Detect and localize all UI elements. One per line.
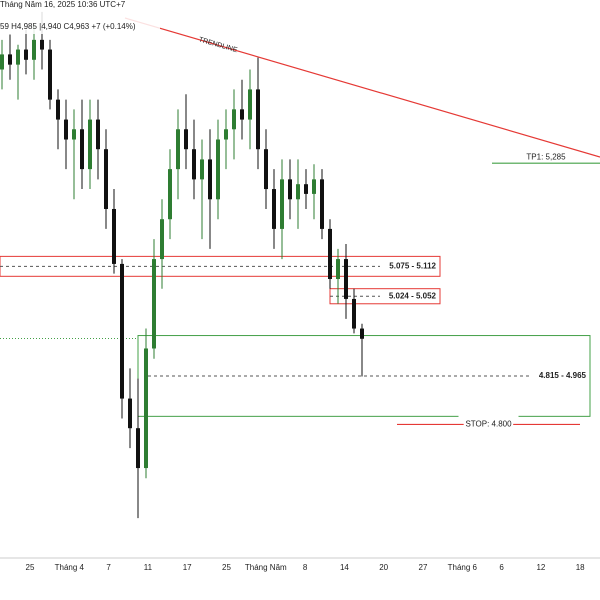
x-tick-label: 14 — [340, 563, 349, 572]
zone-box — [0, 255, 441, 277]
zone-label: 5.024 - 5.052 — [389, 291, 437, 300]
x-tick-label: 17 — [183, 563, 192, 572]
level-label: STOP: 4.800 — [465, 420, 512, 429]
x-tick-label: 20 — [379, 563, 388, 572]
x-tick-label: 18 — [576, 563, 585, 572]
candle-body — [272, 189, 276, 229]
candle-body — [336, 259, 340, 279]
candle-body — [24, 49, 28, 60]
candle-body — [208, 159, 212, 200]
candle-body — [144, 348, 148, 469]
x-tick-label: Tháng 6 — [448, 563, 478, 572]
candle-body — [280, 179, 284, 229]
x-tick-label: 12 — [536, 563, 545, 572]
candle-body — [16, 49, 20, 65]
trendline — [124, 17, 600, 158]
level-label: TP1: 5,285 — [526, 152, 566, 161]
candle-body — [152, 259, 156, 349]
candle-body — [192, 149, 196, 180]
candle-body — [224, 129, 228, 140]
candle-body — [248, 89, 252, 120]
x-tick-label: 25 — [222, 563, 231, 572]
header-bg — [0, 0, 160, 34]
candle-body — [96, 119, 100, 150]
x-tick-label: 27 — [419, 563, 428, 572]
candle-body — [352, 298, 356, 329]
x-tick-label: 25 — [26, 563, 35, 572]
candle-body — [256, 89, 260, 150]
candle-body — [176, 129, 180, 170]
candle-body — [232, 109, 236, 130]
candle-body — [120, 263, 124, 399]
candle-body — [112, 208, 116, 264]
candle-body — [8, 54, 12, 65]
candle-body — [128, 398, 132, 429]
candle-body — [48, 49, 52, 100]
level-label-bg — [516, 152, 576, 163]
x-tick-label: 8 — [303, 563, 308, 572]
candle-body — [344, 259, 348, 299]
candle-body — [168, 169, 172, 220]
candle-body — [240, 109, 244, 120]
candle-body — [296, 184, 300, 200]
candle-body — [288, 179, 292, 200]
zone-label: 5.075 - 5.112 — [389, 261, 436, 270]
candle-body — [184, 129, 188, 150]
candle-body — [312, 179, 316, 194]
candle-body — [136, 428, 140, 469]
candle-body — [56, 99, 60, 120]
candle-body — [200, 159, 204, 180]
candle-body — [216, 139, 220, 200]
candle-body — [64, 119, 68, 140]
level-label-bg — [458, 413, 519, 424]
candle-body — [32, 39, 36, 60]
candle-body — [304, 184, 308, 194]
zone-label: 4.815 - 4.965 — [539, 371, 587, 380]
x-tick-label: 11 — [144, 563, 153, 572]
candle-body — [320, 179, 324, 229]
candle-body — [40, 39, 44, 50]
candle-body — [160, 219, 164, 260]
header-ohlc: 59 H4,985 |4,940 C4,963 +7 (+0.14%) — [0, 22, 136, 31]
x-tick-label: Tháng 4 — [55, 563, 85, 572]
candle-body — [360, 328, 364, 339]
candle-body — [80, 129, 84, 170]
x-tick-label: 6 — [499, 563, 504, 572]
candle-body — [104, 149, 108, 209]
candle-body — [72, 129, 76, 140]
candle-body — [328, 228, 332, 279]
candle-body — [264, 149, 268, 190]
candle-body — [88, 119, 92, 170]
candle-body — [0, 54, 4, 70]
x-tick-label: Tháng Năm — [245, 563, 287, 572]
header-date: Tháng Năm 16, 2025 10:36 UTC+7 — [0, 0, 126, 9]
x-tick-label: 7 — [106, 563, 111, 572]
